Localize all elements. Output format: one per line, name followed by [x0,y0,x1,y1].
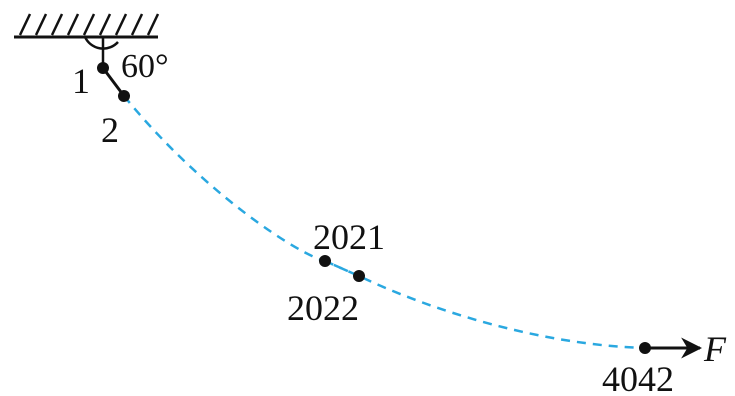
label-node-4042: 4042 [602,359,674,396]
angle-arc [83,36,119,50]
ceiling-support [14,13,160,39]
label-node-1: 1 [72,61,90,101]
joint-1 [97,62,109,74]
rod-2021-2022 [324,259,360,278]
dashed-chain [123,95,646,350]
label-node-2: 2 [101,110,119,150]
ceiling-hatching [18,13,160,36]
label-force: F [703,329,727,369]
label-node-2022: 2022 [287,288,359,328]
label-node-2021: 2021 [313,217,385,257]
joint-2021 [319,255,331,267]
joint-2022 [353,270,365,282]
label-angle: 60° [121,48,169,85]
joint-2 [118,90,130,102]
